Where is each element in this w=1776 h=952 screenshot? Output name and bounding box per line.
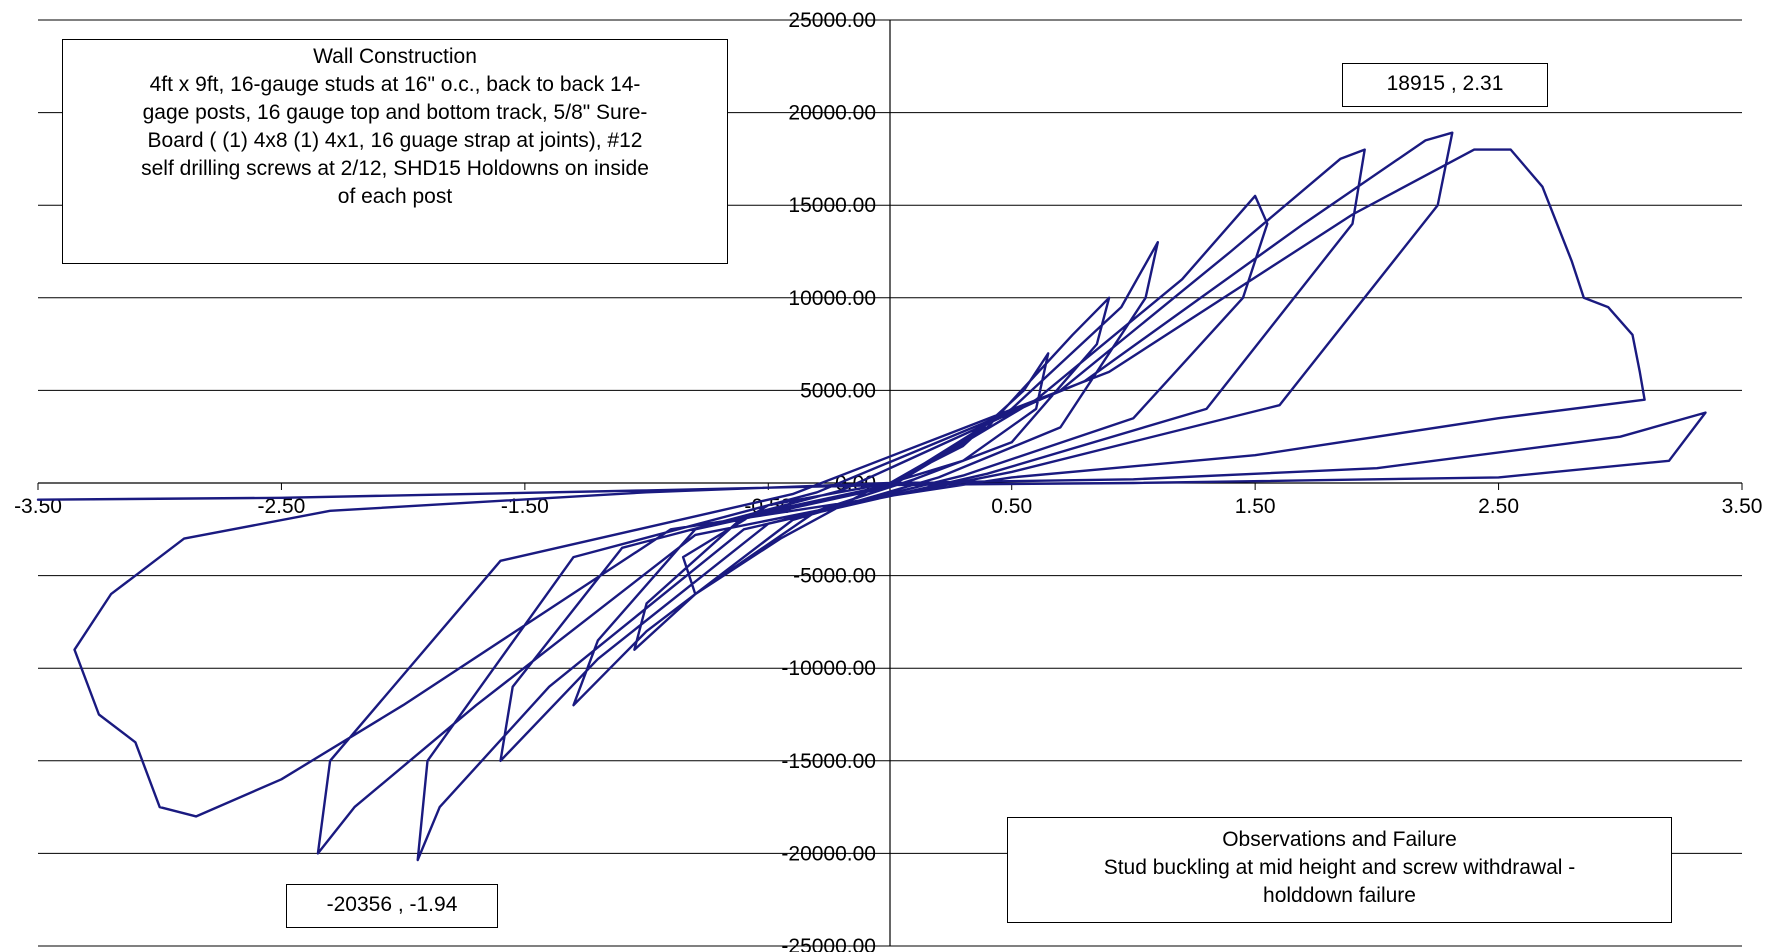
observations-note: Observations and Failure Stud buckling a… xyxy=(1007,817,1672,923)
y-tick-label: -15000.00 xyxy=(781,750,876,773)
y-tick-label: -10000.00 xyxy=(781,657,876,680)
y-tick-label: 20000.00 xyxy=(788,102,876,125)
x-tick-label: 1.50 xyxy=(1235,495,1276,518)
min-point-label: -20356 , -1.94 xyxy=(286,884,498,928)
y-tick-label: -20000.00 xyxy=(781,842,876,865)
x-tick-label: 0.50 xyxy=(991,495,1032,518)
max-point-text: 18915 , 2.31 xyxy=(1386,72,1504,95)
y-tick-label: 15000.00 xyxy=(788,194,876,217)
tick-labels: 25000.00 20000.00 15000.00 10000.00 5000.00 0… xyxy=(14,9,1762,952)
y-tick-label: 5000.00 xyxy=(800,379,876,402)
series-layer xyxy=(36,131,1707,862)
y-tick-label: -25000.00 xyxy=(781,935,876,952)
y-tick-label: -5000.00 xyxy=(793,565,876,588)
x-tick-label: 2.50 xyxy=(1478,495,1519,518)
observations-text: Observations and Failure Stud buckling a… xyxy=(1103,828,1576,907)
x-tick-label: 3.50 xyxy=(1722,495,1763,518)
wall-construction-text: Wall Construction 4ft x 9ft, 16-gauge st… xyxy=(141,45,649,208)
series-line xyxy=(36,131,1707,862)
max-point-label: 18915 , 2.31 xyxy=(1342,63,1548,107)
wall-construction-note: Wall Construction 4ft x 9ft, 16-gauge st… xyxy=(62,39,728,264)
y-tick-label: 25000.00 xyxy=(788,9,876,32)
x-tick-label: -2.50 xyxy=(257,495,305,518)
min-point-text: -20356 , -1.94 xyxy=(326,893,458,916)
y-tick-label: 10000.00 xyxy=(788,287,876,310)
